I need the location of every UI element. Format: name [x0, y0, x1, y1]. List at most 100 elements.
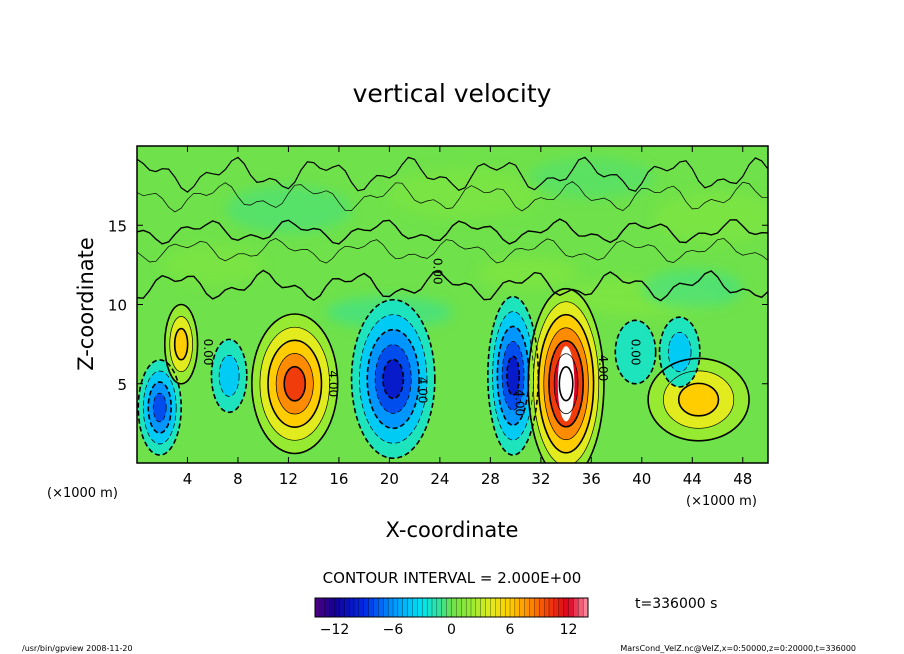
x-tick-label: 40: [632, 470, 651, 488]
colorbar-segment: [504, 597, 511, 618]
colorbar-segment: [378, 597, 384, 618]
x-tick-label: 12: [279, 470, 298, 488]
cell-core: [557, 346, 575, 422]
contour-label: 4.00: [596, 355, 610, 382]
colorbar-segment: [344, 597, 350, 618]
contour-line: [527, 287, 605, 463]
colorbar-segment: [548, 597, 555, 618]
background-patch: [477, 256, 579, 289]
contour-line: [543, 327, 589, 441]
contour-line: [350, 298, 436, 460]
colorbar-segment: [490, 597, 496, 618]
contour-line: [283, 365, 307, 402]
colorbar-frame: [314, 597, 589, 618]
background-patch: [528, 157, 655, 199]
colorbar-segment: [339, 597, 345, 618]
contour-lines: [137, 156, 768, 463]
colorbar-segment: [465, 597, 472, 618]
contour-line: [553, 353, 579, 415]
contour-line: [366, 328, 420, 430]
colorbar-segment: [539, 597, 545, 618]
colorbar-segment: [446, 597, 452, 618]
y-tick-label: 10: [108, 297, 127, 315]
colorbar-segment: [373, 597, 379, 618]
contour-line: [558, 366, 574, 402]
colorbar-segment: [529, 597, 535, 618]
contour-label: 4.00: [513, 389, 527, 416]
colorbar-segment: [558, 597, 565, 618]
contour-label: 4.00: [415, 377, 429, 404]
contour-interval-text: CONTOUR INTERVAL = 2.000E+00: [323, 569, 582, 587]
colorbar-segment: [534, 597, 540, 618]
contour-line: [137, 238, 768, 264]
x-tick-label: 32: [531, 470, 550, 488]
colorbar-segment: [495, 597, 501, 618]
contour-line: [137, 218, 768, 245]
colorbar-segment: [456, 597, 462, 618]
x-tick-label: 8: [233, 470, 243, 488]
colorbar-segment: [383, 597, 389, 618]
x-tick-label: 28: [481, 470, 500, 488]
colorbar-tick-label: 12: [560, 622, 578, 638]
colorbar-segment: [334, 597, 340, 618]
contour-line: [658, 316, 701, 388]
contour-line: [647, 357, 750, 442]
background-variation: [162, 157, 768, 329]
colorbar-segment: [402, 597, 409, 618]
x-tick-label: 20: [380, 470, 399, 488]
colorbar-segment: [329, 597, 335, 618]
colorbar-segment: [417, 597, 423, 618]
colorbar-segment: [461, 597, 467, 618]
contour-line: [533, 301, 600, 463]
background-patch: [641, 269, 743, 308]
x-axis-label: X-coordinate: [386, 518, 519, 542]
background-patch: [389, 168, 541, 219]
contour-line: [251, 313, 339, 455]
colorbar-segment: [480, 597, 487, 618]
contour-label: 0.00: [629, 339, 643, 366]
colorbar-segment: [397, 597, 404, 618]
colorbar-segment: [426, 597, 433, 618]
colorbar-segment: [314, 597, 321, 618]
colorbar-segment: [392, 597, 399, 618]
contour-line: [677, 382, 720, 417]
contour-line: [259, 326, 330, 441]
contour-line: [173, 327, 189, 361]
contour-line: [506, 355, 521, 397]
colorbar-segment: [568, 597, 574, 618]
y-axis-label: Z-coordinate: [74, 237, 98, 371]
colorbar-tick-label: 6: [506, 622, 515, 638]
contour-line: [137, 156, 768, 193]
colorbar-segment: [573, 597, 579, 618]
colorbar-segment: [485, 597, 491, 618]
contour-line: [374, 344, 412, 414]
cell-ring: [615, 320, 656, 384]
contour-line: [537, 313, 595, 454]
contour-line: [137, 359, 182, 456]
colorbar-segment: [475, 597, 482, 618]
x-tick-label: 36: [582, 470, 601, 488]
colorbar-segment: [514, 597, 521, 618]
contour-line: [275, 353, 314, 415]
contour-line: [152, 392, 167, 423]
contour-line: [267, 339, 323, 428]
contour-line: [210, 338, 248, 414]
cell-ring: [668, 332, 692, 372]
colorbar-segment: [387, 597, 394, 618]
colorbar-segment: [431, 597, 438, 618]
x-axis: 4 8 12 16 20 24 28 32 36 40 44 48: [183, 146, 752, 488]
colorbar-segment: [543, 597, 550, 618]
time-text: t=336000 s: [635, 596, 717, 612]
x-tick-label: 44: [683, 470, 702, 488]
colorbar: −12 −6 0 6 12: [314, 597, 589, 638]
cell-ring: [219, 355, 240, 397]
plot-area: 4.00 4.00 4.00 4.00 0.00 0.00 0.00: [137, 146, 768, 463]
colorbar-tick-label: −12: [320, 622, 350, 638]
contour-label: 4.00: [326, 370, 340, 397]
colorbar-segment: [348, 597, 355, 618]
colorbar-segment: [358, 597, 365, 618]
contour-line: [382, 358, 405, 400]
y-axis: 5 10 15: [108, 217, 768, 394]
x-tick-label: 48: [733, 470, 752, 488]
